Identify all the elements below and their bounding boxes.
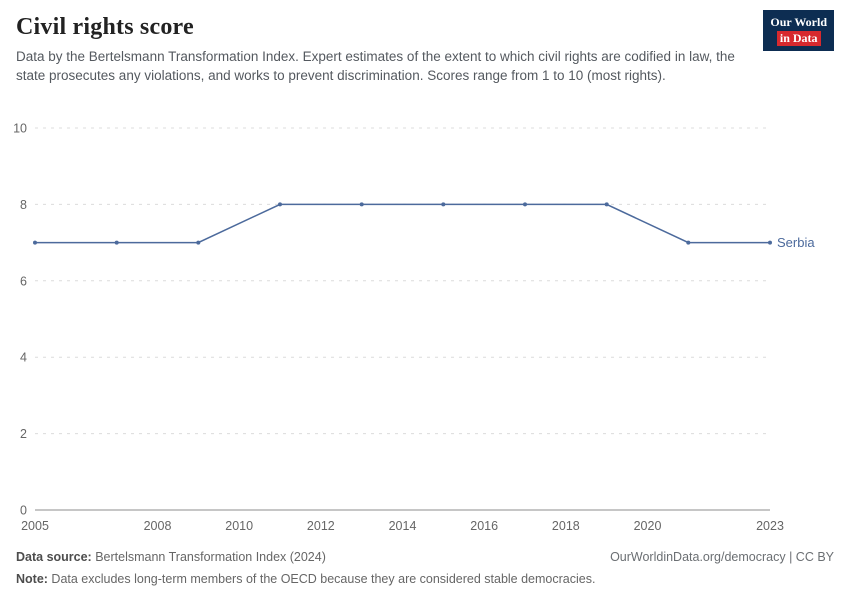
data-point-marker bbox=[359, 202, 364, 207]
data-source-text: Bertelsmann Transformation Index (2024) bbox=[91, 550, 326, 565]
data-point-marker bbox=[604, 202, 609, 207]
y-tick-label: 8 bbox=[20, 198, 27, 212]
owid-logo-line2: in Data bbox=[776, 30, 821, 47]
owid-logo-line1: Our World bbox=[770, 15, 827, 29]
series-label-serbia: Serbia bbox=[777, 235, 815, 250]
note-label: Note: bbox=[16, 572, 48, 587]
x-tick-label: 2023 bbox=[756, 519, 784, 533]
x-tick-label: 2016 bbox=[470, 519, 498, 533]
note: Note: Data excludes long-term members of… bbox=[16, 571, 834, 588]
x-tick-label: 2020 bbox=[634, 519, 662, 533]
chart-header: Civil rights score Data by the Bertelsma… bbox=[0, 0, 850, 86]
data-point-marker bbox=[196, 240, 201, 245]
series-line-serbia bbox=[35, 203, 770, 244]
data-source-label: Data source: bbox=[16, 550, 92, 565]
x-tick-label: 2012 bbox=[307, 519, 335, 533]
data-point-marker bbox=[686, 240, 691, 245]
x-tick-label: 2014 bbox=[389, 519, 417, 533]
chart-subtitle: Data by the Bertelsmann Transformation I… bbox=[16, 49, 735, 83]
owid-url-link[interactable]: OurWorldinData.org/democracy | CC BY bbox=[610, 550, 834, 565]
data-point-marker bbox=[114, 240, 119, 245]
y-tick-label: 6 bbox=[20, 274, 27, 288]
data-point-marker bbox=[278, 202, 282, 207]
chart-footer: Data source: Bertelsmann Transformation … bbox=[16, 549, 834, 588]
y-tick-label: 10 bbox=[13, 122, 27, 136]
y-tick-label: 0 bbox=[20, 504, 27, 518]
note-text: Data excludes long-term members of the O… bbox=[47, 572, 596, 587]
data-source: Data source: Bertelsmann Transformation … bbox=[16, 549, 326, 566]
data-point-marker bbox=[33, 240, 37, 245]
y-tick-label: 2 bbox=[20, 427, 27, 441]
x-tick-label: 2005 bbox=[21, 519, 49, 533]
x-tick-label: 2008 bbox=[144, 519, 172, 533]
data-point-marker bbox=[768, 240, 772, 245]
chart-title: Civil rights score bbox=[16, 14, 194, 40]
y-tick-label: 4 bbox=[20, 351, 27, 365]
line-chart-canvas[interactable]: 0 2 4 6 8 10 2005 2008 2010 2012 2014 2016 2018 2020 2… bbox=[0, 112, 850, 537]
data-point-marker bbox=[523, 202, 527, 207]
x-tick-label: 2010 bbox=[225, 519, 253, 533]
x-tick-label: 2018 bbox=[552, 519, 580, 533]
line-chart[interactable]: 0 2 4 6 8 10 2005 2008 2010 2012 2014 2016 2018 2020 2… bbox=[0, 112, 850, 537]
data-point-marker bbox=[441, 202, 446, 207]
owid-logo[interactable]: Our World in Data bbox=[763, 10, 834, 52]
